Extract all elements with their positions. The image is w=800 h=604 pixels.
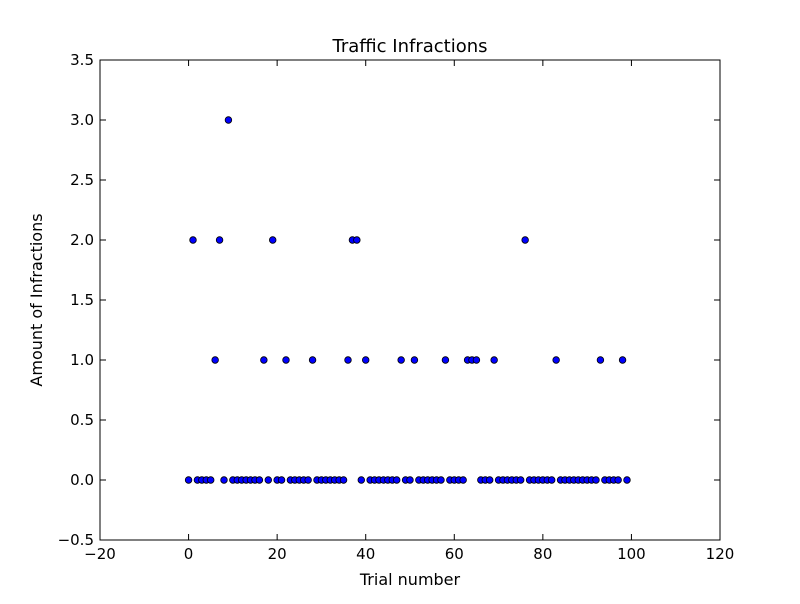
data-point: [521, 236, 529, 244]
x-tick-label: 60: [445, 545, 464, 563]
data-point: [472, 356, 481, 364]
data-point: [548, 476, 556, 484]
x-tick-label: 80: [533, 545, 552, 563]
data-point: [406, 476, 414, 484]
x-tick-label: 40: [356, 545, 375, 563]
x-tick-label: 120: [706, 545, 735, 563]
data-point: [362, 356, 370, 364]
data-point: [397, 356, 405, 364]
data-point: [344, 356, 352, 364]
y-tick-label: 2.5: [70, 171, 94, 189]
x-axis-ticks: −20 0 20 40 60 80 100 120: [84, 60, 734, 563]
data-point: [437, 476, 445, 484]
y-tick-label: 0.5: [70, 411, 94, 429]
data-point: [308, 356, 317, 364]
y-tick-label: 1.0: [70, 351, 94, 369]
x-tick-label: −20: [84, 545, 116, 563]
data-point: [224, 116, 233, 124]
x-axis-label: Trial number: [359, 570, 461, 589]
x-tick-label: 0: [184, 545, 194, 563]
data-point: [207, 476, 215, 484]
data-point: [215, 236, 224, 244]
data-point: [269, 236, 277, 244]
y-tick-label: 2.0: [70, 231, 94, 249]
x-tick-label: 100: [617, 545, 646, 563]
data-point: [618, 356, 627, 364]
data-point: [592, 476, 600, 484]
data-point: [623, 476, 631, 484]
y-tick-label: 3.5: [70, 51, 94, 69]
data-point: [596, 356, 605, 364]
y-axis-label: Amount of Infractions: [27, 213, 46, 386]
data-point: [304, 476, 312, 484]
data-points: [184, 116, 631, 484]
data-point: [614, 476, 622, 484]
y-tick-label: 0.0: [70, 471, 94, 489]
data-point: [393, 476, 401, 484]
data-point: [282, 356, 290, 364]
plot-frame: [99, 59, 721, 541]
data-point: [277, 476, 286, 484]
x-tick-label: 20: [268, 545, 287, 563]
data-point: [441, 356, 450, 364]
data-point: [410, 356, 419, 364]
data-point: [255, 476, 264, 484]
data-point: [490, 356, 498, 364]
y-tick-label: 3.0: [70, 111, 94, 129]
data-point: [517, 476, 525, 484]
data-point: [189, 236, 197, 244]
data-point: [552, 356, 560, 364]
plot-background: [100, 60, 720, 540]
data-point: [353, 236, 361, 244]
chart-title: Traffic Infractions: [331, 36, 487, 57]
data-point: [260, 356, 268, 364]
data-point: [459, 476, 467, 484]
data-point: [184, 476, 193, 484]
data-point: [339, 476, 348, 484]
y-axis-ticks: −0.5 0.0 0.5 1.0 1.5 2.0 2.5 3.0 3.5: [58, 51, 720, 549]
y-tick-label: −0.5: [58, 531, 94, 549]
data-point: [220, 476, 228, 484]
data-point: [264, 476, 272, 484]
data-point: [211, 356, 219, 364]
y-tick-label: 1.5: [70, 291, 94, 309]
data-point: [357, 476, 365, 484]
data-point: [486, 476, 494, 484]
